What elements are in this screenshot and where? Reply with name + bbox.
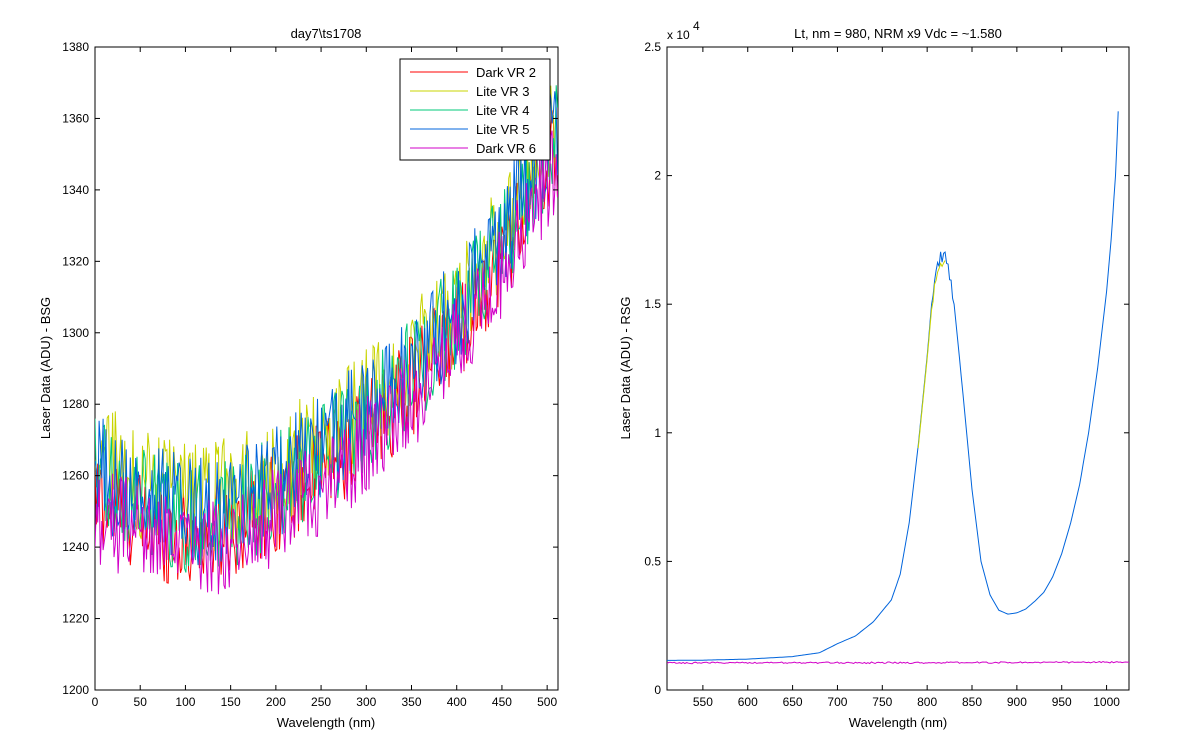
y-tick-label: 1340 <box>62 183 89 197</box>
y-tick-label: 1360 <box>62 111 89 125</box>
legend: Dark VR 2 Lite VR 3 Lite VR 4 Lite VR 5 Dark… <box>399 58 551 161</box>
y-tick-label: 0.5 <box>644 554 661 568</box>
series-line-dark-vr-6 <box>95 130 558 595</box>
x-tick-label: 0 <box>92 695 99 709</box>
x-tick-label: 1000 <box>1093 695 1120 709</box>
y-tick-label: 1280 <box>62 397 89 411</box>
chart-left: 0 50 100 150 200 250 300 350 400 450 500 120012201… <box>38 26 559 730</box>
x-tick-label: 600 <box>738 695 758 709</box>
legend-label: Lite VR 5 <box>476 122 529 137</box>
x-tick-label: 100 <box>175 695 195 709</box>
series-group-left <box>95 85 558 595</box>
x-tick-label: 850 <box>962 695 982 709</box>
x-ticks-left: 0 50 100 150 200 250 300 350 400 450 500 <box>92 47 557 709</box>
x-axis-label-right: Wavelength (nm) <box>849 715 948 730</box>
y-axis-label-right: Laser Data (ADU) - RSG <box>618 296 633 439</box>
y-tick-label: 1200 <box>62 683 89 697</box>
x-tick-label: 900 <box>1007 695 1027 709</box>
series-line-lite-0 <box>667 111 1119 661</box>
x-tick-label: 750 <box>872 695 892 709</box>
plot-area-right <box>666 46 1130 691</box>
y-ticks-right: 0 0.5 1 1.5 2 2.5 <box>644 40 1129 697</box>
y-tick-label: 1380 <box>62 40 89 54</box>
x-tick-label: 50 <box>134 695 148 709</box>
y-tick-label: 1300 <box>62 326 89 340</box>
x-tick-label: 550 <box>693 695 713 709</box>
x-tick-label: 950 <box>1052 695 1072 709</box>
exponent-power: 4 <box>693 19 700 33</box>
legend-label: Lite VR 3 <box>476 84 529 99</box>
y-axis-label-left: Laser Data (ADU) - BSG <box>38 297 53 439</box>
y-tick-label: 1 <box>654 426 661 440</box>
x-tick-label: 250 <box>311 695 331 709</box>
chart-title-left: day7\ts1708 <box>291 26 362 41</box>
series-line-lite-vr-5 <box>95 88 558 566</box>
y-tick-label: 1220 <box>62 612 89 626</box>
exponent-label: x 10 <box>667 28 690 42</box>
y-tick-label: 1320 <box>62 254 89 268</box>
y-ticks-left: 1200 1220 1240 1260 1280 1300 1320 1340 1360 1380 <box>62 40 558 697</box>
series-group-right <box>667 111 1129 665</box>
x-tick-label: 300 <box>356 695 376 709</box>
y-tick-label: 1260 <box>62 469 89 483</box>
y-tick-label: 2.5 <box>644 40 661 54</box>
y-tick-label: 1.5 <box>644 297 661 311</box>
y-tick-label: 0 <box>654 683 661 697</box>
x-tick-label: 200 <box>266 695 286 709</box>
series-line-lite-1 <box>917 260 946 449</box>
series-line-lite-vr-4 <box>95 85 558 573</box>
x-tick-label: 400 <box>447 695 467 709</box>
chart-title-right: Lt, nm = 980, NRM x9 Vdc = ~1.580 <box>794 26 1002 41</box>
x-axis-label-left: Wavelength (nm) <box>277 715 376 730</box>
legend-label: Dark VR 6 <box>476 141 536 156</box>
x-ticks-right: 550 600 650 700 750 800 850 900 950 1000 <box>693 47 1120 709</box>
series-line-dark-2 <box>667 660 1129 665</box>
y-tick-label: 1240 <box>62 540 89 554</box>
x-tick-label: 450 <box>492 695 512 709</box>
x-tick-label: 700 <box>827 695 847 709</box>
x-tick-label: 500 <box>537 695 557 709</box>
x-tick-label: 800 <box>917 695 937 709</box>
chart-right: 550 600 650 700 750 800 850 900 950 1000 0 0.5 1 1.5… <box>618 19 1130 730</box>
x-tick-label: 350 <box>401 695 421 709</box>
y-tick-label: 2 <box>654 169 661 183</box>
legend-label: Dark VR 2 <box>476 65 536 80</box>
x-tick-label: 150 <box>221 695 241 709</box>
legend-label: Lite VR 4 <box>476 103 529 118</box>
x-tick-label: 650 <box>783 695 803 709</box>
